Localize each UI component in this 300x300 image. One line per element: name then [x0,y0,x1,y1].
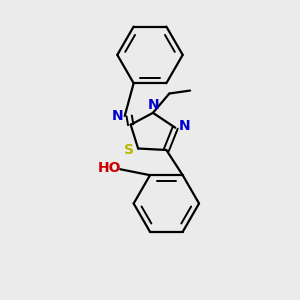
Text: N: N [112,109,123,123]
Text: N: N [148,98,159,112]
Text: HO: HO [98,161,122,175]
Text: S: S [124,143,134,157]
Text: N: N [179,119,190,133]
